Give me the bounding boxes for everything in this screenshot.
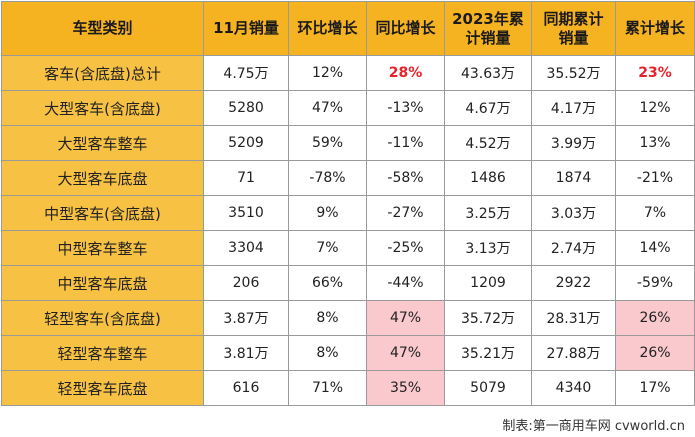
header-yoy-growth: 同比增长 (366, 1, 445, 56)
header-prev-ytd-sales: 同期累计 销量 (531, 1, 616, 56)
cell-ytd: 43.63万 (444, 55, 532, 91)
header-nov-sales: 11月销量 (203, 1, 289, 56)
table-row: 大型客车底盘 71 -78% -58% 1486 1874 -21% (1, 160, 695, 196)
cell-yoy: 47% (366, 335, 445, 371)
table-body: 客车(含底盘)总计 4.75万 12% 28% 43.63万 35.52万 23% 大型客车(… (1, 55, 695, 406)
cell-yoy: 47% (366, 300, 445, 336)
table-row: 大型客车整车 5209 59% -11% 4.52万 3.99万 13% (1, 125, 695, 161)
cell-ytd: 35.21万 (444, 335, 532, 371)
cell-type: 大型客车底盘 (1, 160, 204, 196)
header-vehicle-type: 车型类别 (1, 1, 204, 56)
cell-yoy: -44% (366, 265, 445, 301)
header-ytd-sales-text: 2023年累 计销量 (452, 9, 524, 47)
cell-nov: 206 (203, 265, 289, 301)
header-prev-ytd-sales-text: 同期累计 销量 (543, 9, 604, 47)
cell-yoy: 28% (366, 55, 445, 91)
cell-ytd: 1486 (444, 160, 532, 196)
header-ytd-sales: 2023年累 计销量 (444, 1, 532, 56)
cell-prev: 2.74万 (531, 230, 616, 266)
cell-yoy: -13% (366, 90, 445, 126)
cell-ytd: 3.13万 (444, 230, 532, 266)
table-row: 轻型客车(含底盘) 3.87万 8% 47% 35.72万 28.31万 26% (1, 300, 695, 336)
cell-prev: 35.52万 (531, 55, 616, 91)
bus-sales-table: 车型类别 11月销量 环比增长 同比增长 2023年累 计销量 同期累计 销量 … (1, 1, 695, 406)
cell-prev: 1874 (531, 160, 616, 196)
cell-mom: 8% (288, 335, 367, 371)
cell-prev: 27.88万 (531, 335, 616, 371)
cell-cum: 14% (615, 230, 695, 266)
header-cum-growth: 累计增长 (615, 1, 695, 56)
cell-nov: 3.87万 (203, 300, 289, 336)
cell-mom: 66% (288, 265, 367, 301)
cell-nov: 4.75万 (203, 55, 289, 91)
cell-nov: 616 (203, 370, 289, 406)
cell-cum: 12% (615, 90, 695, 126)
table-row: 客车(含底盘)总计 4.75万 12% 28% 43.63万 35.52万 23% (1, 55, 695, 91)
table-row: 中型客车(含底盘) 3510 9% -27% 3.25万 3.03万 7% (1, 195, 695, 231)
cell-mom: 8% (288, 300, 367, 336)
cell-mom: 59% (288, 125, 367, 161)
cell-prev: 28.31万 (531, 300, 616, 336)
cell-nov: 3510 (203, 195, 289, 231)
cell-prev: 2922 (531, 265, 616, 301)
cell-yoy: -25% (366, 230, 445, 266)
table-credit: 制表:第一商用车网 cvworld.cn (502, 419, 685, 434)
cell-prev: 3.03万 (531, 195, 616, 231)
cell-yoy: -27% (366, 195, 445, 231)
cell-prev: 3.99万 (531, 125, 616, 161)
cell-type: 大型客车整车 (1, 125, 204, 161)
cell-ytd: 4.67万 (444, 90, 532, 126)
cell-mom: 9% (288, 195, 367, 231)
cell-ytd: 1209 (444, 265, 532, 301)
cell-nov: 71 (203, 160, 289, 196)
cell-cum: 26% (615, 335, 695, 371)
cell-mom: -78% (288, 160, 367, 196)
cell-prev: 4340 (531, 370, 616, 406)
cell-cum: -59% (615, 265, 695, 301)
cell-nov: 3.81万 (203, 335, 289, 371)
header-mom-growth: 环比增长 (288, 1, 367, 56)
table-row: 轻型客车整车 3.81万 8% 47% 35.21万 27.88万 26% (1, 335, 695, 371)
cell-cum: 7% (615, 195, 695, 231)
cell-ytd: 3.25万 (444, 195, 532, 231)
table-row: 大型客车(含底盘) 5280 47% -13% 4.67万 4.17万 12% (1, 90, 695, 126)
cell-mom: 12% (288, 55, 367, 91)
cell-ytd: 35.72万 (444, 300, 532, 336)
cell-yoy: 35% (366, 370, 445, 406)
table-row: 中型客车底盘 206 66% -44% 1209 2922 -59% (1, 265, 695, 301)
cell-ytd: 5079 (444, 370, 532, 406)
cell-cum: 17% (615, 370, 695, 406)
cell-prev: 4.17万 (531, 90, 616, 126)
cell-mom: 47% (288, 90, 367, 126)
cell-type: 大型客车(含底盘) (1, 90, 204, 126)
cell-cum: 26% (615, 300, 695, 336)
cell-cum: -21% (615, 160, 695, 196)
cell-nov: 5209 (203, 125, 289, 161)
cell-type: 中型客车整车 (1, 230, 204, 266)
cell-type: 轻型客车整车 (1, 335, 204, 371)
cell-cum: 13% (615, 125, 695, 161)
cell-ytd: 4.52万 (444, 125, 532, 161)
cell-type: 中型客车底盘 (1, 265, 204, 301)
cell-type: 客车(含底盘)总计 (1, 55, 204, 91)
cell-cum: 23% (615, 55, 695, 91)
header-row: 车型类别 11月销量 环比增长 同比增长 2023年累 计销量 同期累计 销量 … (1, 1, 695, 56)
cell-type: 中型客车(含底盘) (1, 195, 204, 231)
cell-type: 轻型客车(含底盘) (1, 300, 204, 336)
cell-yoy: -11% (366, 125, 445, 161)
table-row: 轻型客车底盘 616 71% 35% 5079 4340 17% (1, 370, 695, 406)
cell-yoy: -58% (366, 160, 445, 196)
table-row: 中型客车整车 3304 7% -25% 3.13万 2.74万 14% (1, 230, 695, 266)
cell-nov: 3304 (203, 230, 289, 266)
cell-mom: 71% (288, 370, 367, 406)
cell-nov: 5280 (203, 90, 289, 126)
cell-type: 轻型客车底盘 (1, 370, 204, 406)
cell-mom: 7% (288, 230, 367, 266)
